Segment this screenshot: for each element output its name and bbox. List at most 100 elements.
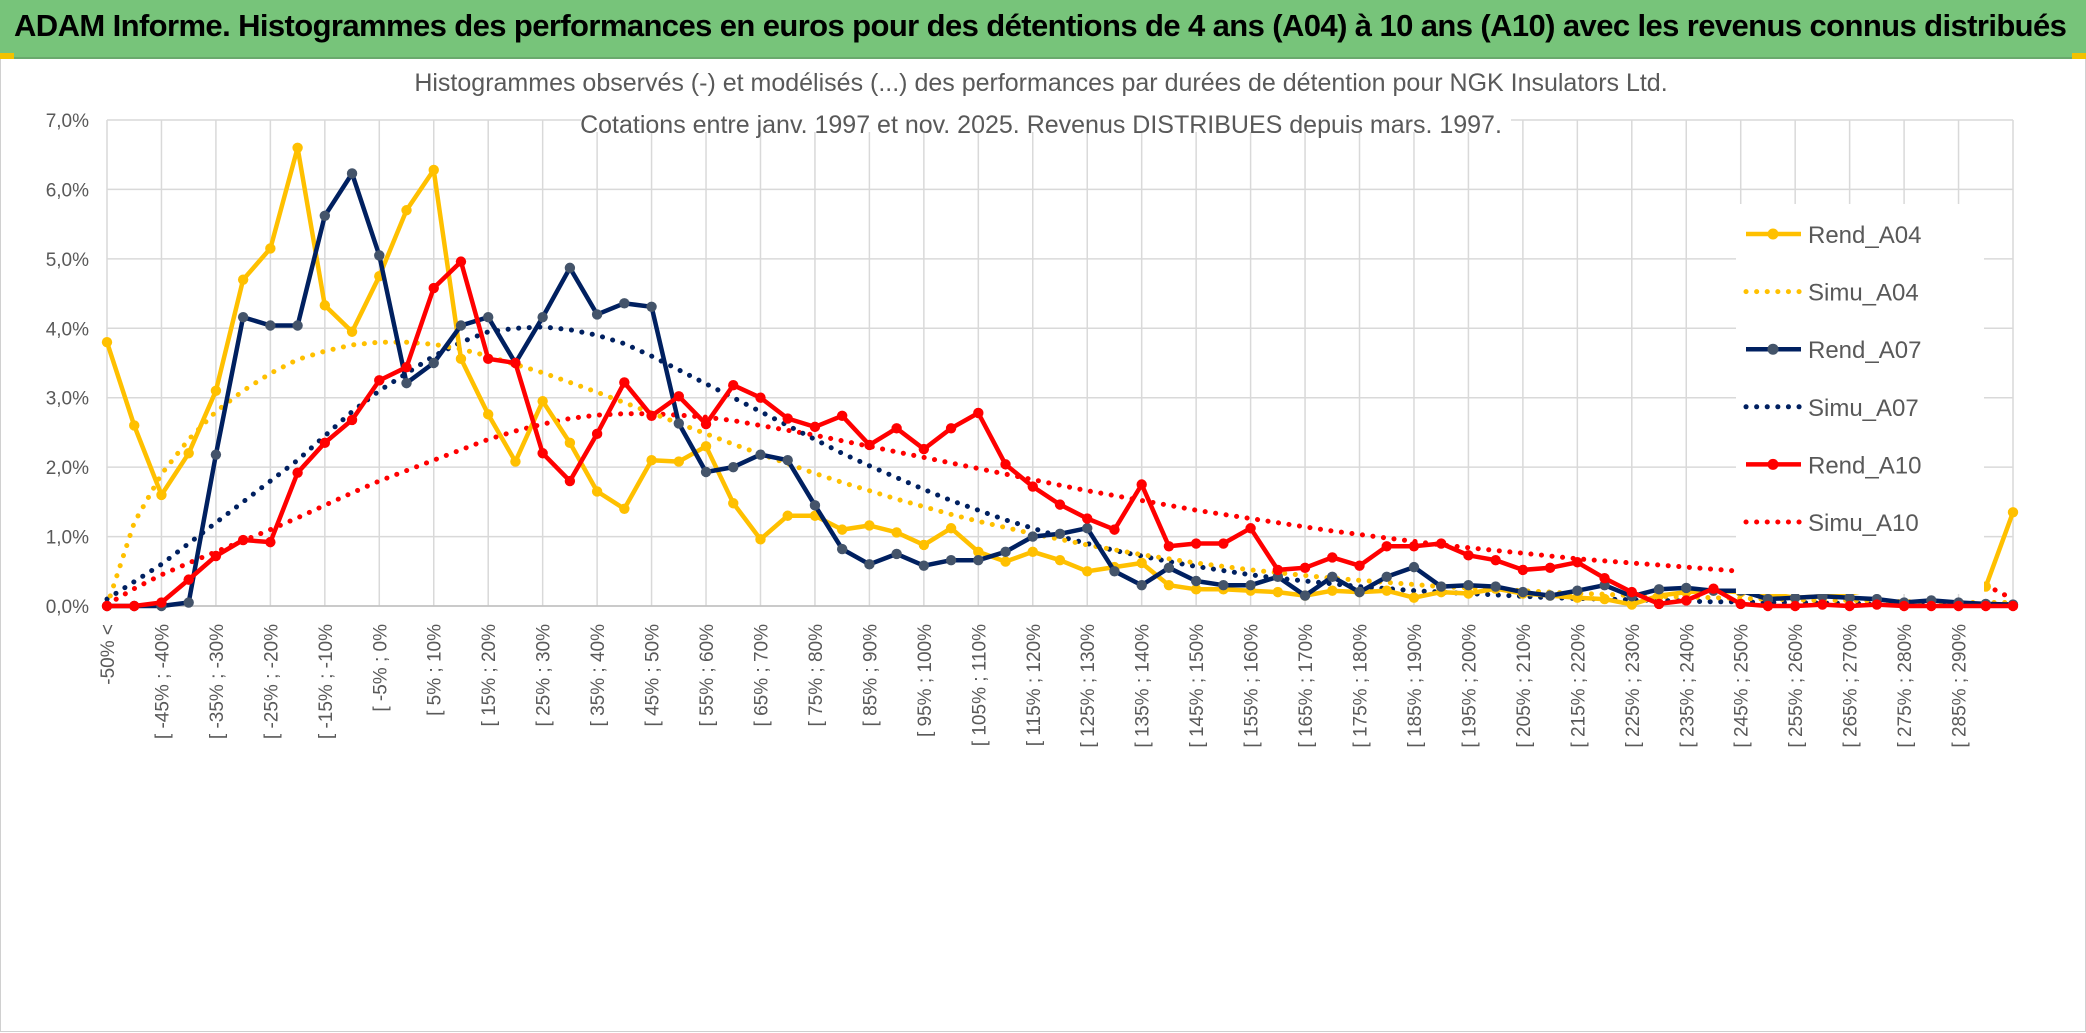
data-point — [564, 475, 576, 487]
data-point — [1190, 584, 1202, 595]
data-point — [1436, 538, 1447, 549]
data-point — [265, 320, 276, 331]
data-point — [782, 510, 793, 521]
data-point — [2007, 600, 2019, 612]
y-tick-label: 0,0% — [46, 597, 89, 618]
data-point — [918, 539, 930, 551]
data-point — [428, 282, 439, 294]
x-tick-label: [ 155% ; 160% — [1242, 624, 1263, 748]
data-point — [1653, 598, 1665, 610]
data-point — [1517, 564, 1529, 576]
data-point — [428, 357, 439, 369]
data-point — [673, 391, 684, 402]
data-point — [1463, 588, 1474, 599]
data-point — [1708, 583, 1719, 594]
data-point — [346, 168, 358, 179]
x-tick-label: [ 5% ; 10% — [425, 624, 446, 716]
data-point — [1980, 600, 1991, 612]
data-point — [1136, 579, 1147, 591]
data-point — [210, 550, 222, 562]
data-point — [1408, 592, 1420, 603]
data-point — [183, 597, 194, 608]
data-point — [918, 443, 930, 455]
data-point — [237, 534, 249, 546]
data-point — [1054, 528, 1066, 539]
x-tick-label: [ 85% ; 90% — [860, 624, 881, 727]
data-point — [1000, 546, 1011, 558]
y-tick-label: 1,0% — [46, 528, 89, 549]
data-point — [945, 523, 957, 534]
data-point — [1626, 586, 1638, 598]
data-point — [1381, 541, 1392, 552]
data-point — [564, 437, 576, 449]
data-point — [1653, 584, 1665, 595]
data-point — [1163, 541, 1175, 552]
x-tick-label: [ 235% ; 240% — [1677, 624, 1698, 748]
data-point — [1163, 579, 1175, 591]
data-point — [728, 380, 739, 391]
legend-marker — [1767, 458, 1779, 470]
x-tick-label: [ 165% ; 170% — [1296, 624, 1317, 748]
data-point — [374, 250, 385, 261]
x-tick-label: [ 55% ; 60% — [697, 624, 718, 727]
data-point — [891, 423, 902, 434]
x-tick-label: [ 95% ; 100% — [915, 624, 936, 737]
data-point — [591, 486, 603, 497]
data-point — [1490, 554, 1501, 566]
data-point — [1327, 552, 1338, 563]
x-tick-label: -50% < — [98, 624, 119, 685]
data-point — [1681, 582, 1692, 594]
x-tick-label: [ 65% ; 70% — [751, 624, 772, 727]
data-point — [1599, 593, 1610, 605]
data-point — [1109, 566, 1120, 577]
data-point — [1544, 590, 1556, 601]
data-point — [1027, 546, 1038, 558]
data-point — [265, 536, 276, 548]
x-tick-label: [ 185% ; 190% — [1405, 624, 1426, 748]
y-tick-label: 4,0% — [46, 319, 89, 340]
data-point — [292, 320, 303, 331]
data-point — [237, 274, 249, 285]
data-point — [1953, 600, 1964, 612]
x-tick-label: [ -35% ; -30% — [207, 624, 228, 739]
data-point — [101, 336, 113, 348]
data-point — [700, 441, 712, 452]
data-point — [728, 461, 739, 473]
x-tick-label: [ 245% ; 250% — [1732, 624, 1753, 748]
data-point — [346, 326, 358, 337]
data-point — [1163, 562, 1175, 574]
data-point — [619, 298, 630, 309]
data-point — [156, 597, 167, 608]
chart-frame: Histogrammes observés (-) et modélisés (… — [0, 59, 2086, 1032]
data-point — [1436, 581, 1447, 592]
data-point — [510, 456, 521, 467]
data-point — [646, 301, 657, 312]
x-tick-label: [ 205% ; 210% — [1514, 624, 1535, 748]
data-point — [1381, 585, 1392, 596]
legend-label: Simu_A04 — [1808, 280, 1919, 307]
data-point — [891, 527, 902, 538]
legend-marker — [1767, 228, 1779, 240]
x-tick-label: [ 285% ; 290% — [1950, 624, 1971, 748]
x-tick-label: [ 25% ; 30% — [534, 624, 555, 727]
data-point — [1381, 571, 1392, 583]
y-tick-label: 7,0% — [46, 111, 89, 132]
data-point — [836, 524, 848, 535]
chart-title-bg — [406, 61, 1686, 97]
data-point — [1599, 573, 1610, 584]
x-tick-label: [ 265% ; 270% — [1841, 624, 1862, 748]
data-point — [210, 449, 222, 460]
data-point — [2007, 507, 2019, 518]
data-point — [1082, 523, 1093, 534]
y-tick-label: 2,0% — [46, 458, 89, 479]
data-point — [1898, 600, 1910, 612]
data-point — [292, 142, 303, 153]
data-point — [401, 377, 412, 389]
data-point — [973, 407, 984, 419]
data-point — [1109, 524, 1120, 535]
data-point — [483, 409, 494, 420]
data-point — [782, 413, 793, 424]
x-tick-label: [ 255% ; 260% — [1786, 624, 1807, 748]
data-point — [836, 410, 848, 421]
x-tick-label: [ 225% ; 230% — [1623, 624, 1644, 748]
